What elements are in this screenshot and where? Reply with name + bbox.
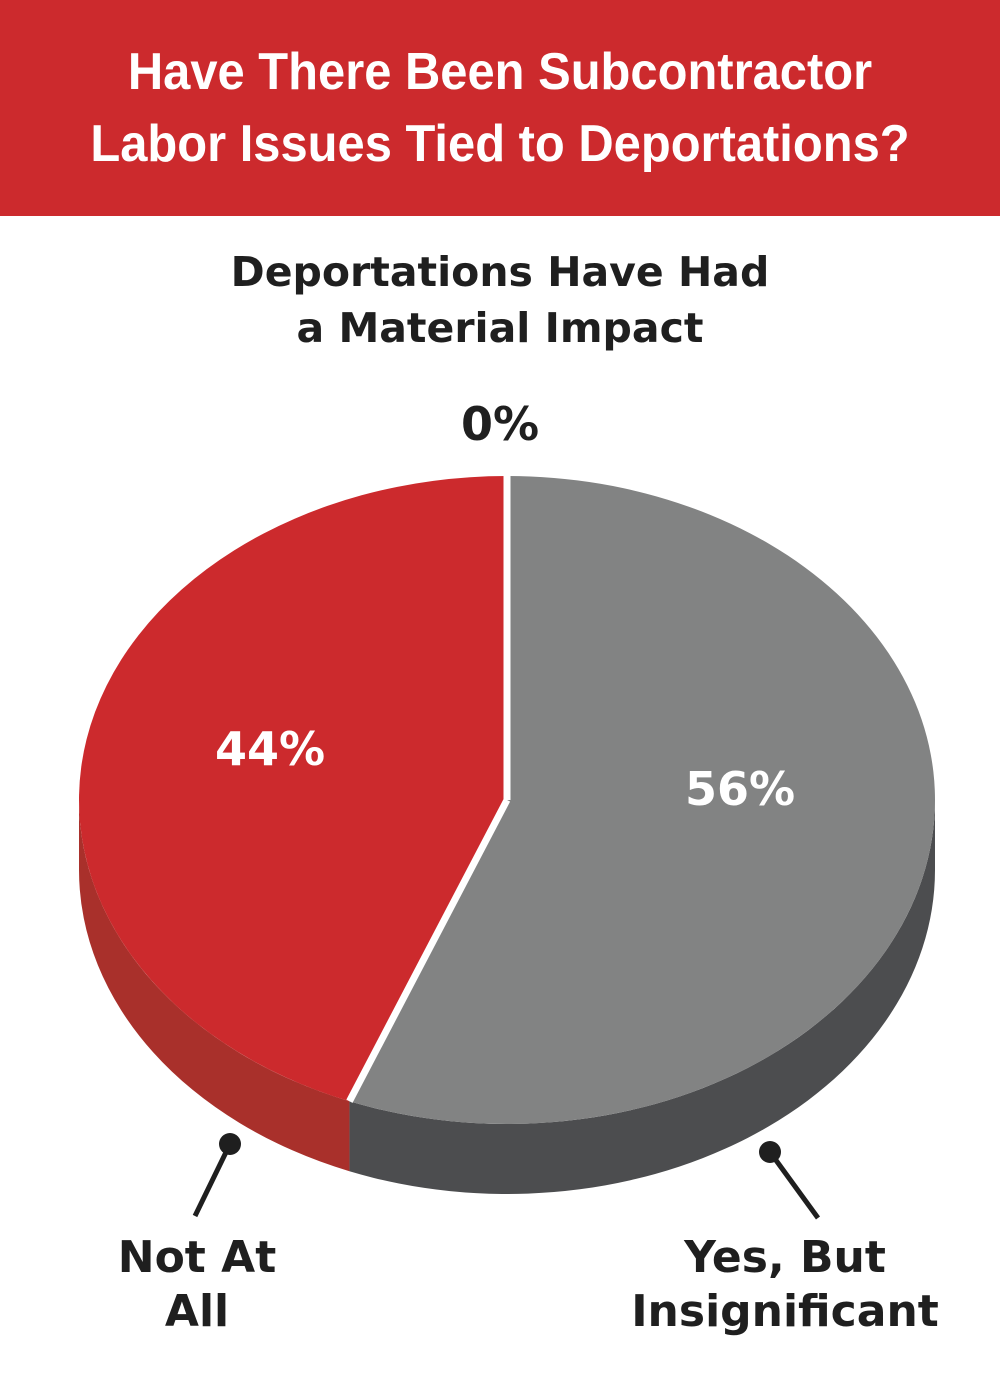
chart-subtitle-line-1: Deportations Have Had: [230, 248, 770, 296]
header-banner: Have There Been Subcontractor Labor Issu…: [0, 0, 1000, 216]
pie-labels: 0% 56% 44%: [215, 397, 795, 816]
callout-dot-1: [759, 1141, 781, 1163]
callout-line-1: [767, 1150, 821, 1220]
pie-tops: [78, 476, 936, 1124]
pie-side-2: [79, 800, 350, 1172]
pie-slice-1: [349, 476, 936, 1124]
chart-title-line-2: Labor Issues Tied to Deportations?: [90, 115, 910, 173]
callout-dot-2: [219, 1133, 241, 1155]
callout-line-2: [192, 1142, 233, 1218]
pie-sides: [79, 800, 935, 1194]
slice-label-0: 0%: [461, 397, 539, 451]
chart-subtitle-line-2: a Material Impact: [296, 304, 704, 352]
chart-title-line-1: Have There Been Subcontractor: [127, 43, 873, 101]
legend-label-2-line-1: Not At: [118, 1232, 277, 1283]
slice-label-2: 44%: [215, 722, 325, 776]
slice-label-1: 56%: [685, 762, 795, 816]
legend-label-2-line-2: All: [165, 1286, 229, 1337]
chart-title: Have There Been Subcontractor Labor Issu…: [39, 36, 960, 180]
pie-side-1: [349, 800, 935, 1194]
legend-label-1-line-2: Insignificant: [631, 1286, 939, 1337]
pie-slice-2: [78, 476, 508, 1102]
legend-label-1-line-1: Yes, But: [683, 1232, 886, 1283]
chart-subtitle: Deportations Have Had a Material Impact: [0, 244, 1000, 356]
pie-divider-2: [346, 798, 511, 1103]
